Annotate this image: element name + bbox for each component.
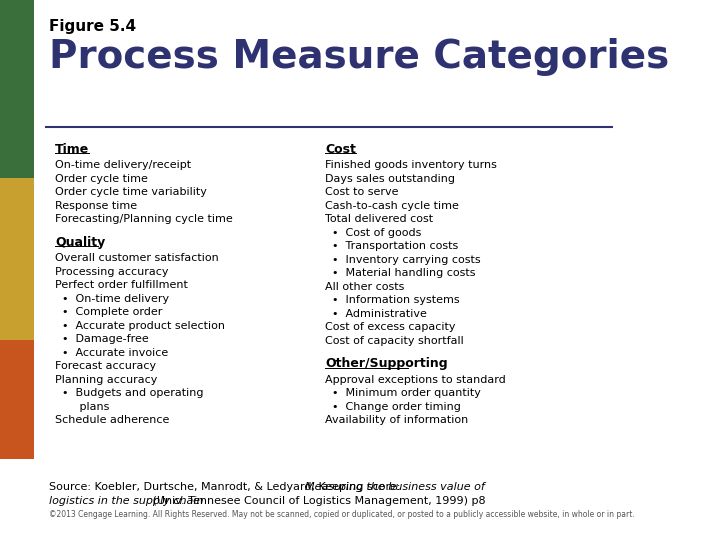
Text: plans: plans (55, 402, 109, 412)
Text: Finished goods inventory turns: Finished goods inventory turns (325, 160, 497, 171)
Text: logistics in the supply chain: logistics in the supply chain (49, 496, 204, 506)
Text: •  Inventory carrying costs: • Inventory carrying costs (325, 255, 480, 265)
Text: ©2013 Cengage Learning. All Rights Reserved. May not be scanned, copied or dupli: ©2013 Cengage Learning. All Rights Reser… (49, 510, 635, 519)
Text: Total delivered cost: Total delivered cost (325, 214, 433, 225)
Text: Forecast accuracy: Forecast accuracy (55, 361, 156, 372)
Text: •  Damage-free: • Damage-free (55, 334, 149, 345)
Text: •  Change order timing: • Change order timing (325, 402, 461, 412)
Text: Response time: Response time (55, 201, 138, 211)
Text: All other costs: All other costs (325, 282, 405, 292)
Text: Approval exceptions to standard: Approval exceptions to standard (325, 375, 505, 385)
Text: Cost of excess capacity: Cost of excess capacity (325, 322, 456, 333)
Text: Measuring the business value of: Measuring the business value of (305, 482, 485, 492)
Text: Other/Supporting: Other/Supporting (325, 357, 448, 370)
Text: •  Minimum order quantity: • Minimum order quantity (325, 388, 481, 399)
Text: •  Accurate product selection: • Accurate product selection (55, 321, 225, 331)
Text: Schedule adherence: Schedule adherence (55, 415, 169, 426)
Text: Order cycle time variability: Order cycle time variability (55, 187, 207, 198)
FancyBboxPatch shape (0, 0, 34, 178)
Text: Planning accuracy: Planning accuracy (55, 375, 158, 385)
Text: Process Measure Categories: Process Measure Categories (49, 38, 670, 76)
Text: Overall customer satisfaction: Overall customer satisfaction (55, 253, 219, 264)
FancyBboxPatch shape (0, 340, 34, 459)
Text: •  Accurate invoice: • Accurate invoice (55, 348, 168, 358)
Text: •  Cost of goods: • Cost of goods (325, 228, 421, 238)
Text: Figure 5.4: Figure 5.4 (49, 19, 136, 34)
Text: •  Budgets and operating: • Budgets and operating (55, 388, 204, 399)
Text: Perfect order fulfillment: Perfect order fulfillment (55, 280, 188, 291)
FancyBboxPatch shape (0, 178, 34, 340)
Text: Days sales outstanding: Days sales outstanding (325, 174, 455, 184)
Text: •  Complete order: • Complete order (55, 307, 163, 318)
Text: Quality: Quality (55, 236, 105, 249)
Text: On-time delivery/receipt: On-time delivery/receipt (55, 160, 192, 171)
Text: Order cycle time: Order cycle time (55, 174, 148, 184)
Text: Forecasting/Planning cycle time: Forecasting/Planning cycle time (55, 214, 233, 225)
Text: •  Administrative: • Administrative (325, 309, 427, 319)
Text: Processing accuracy: Processing accuracy (55, 267, 168, 277)
Text: •  On-time delivery: • On-time delivery (55, 294, 169, 304)
Text: •  Information systems: • Information systems (325, 295, 459, 306)
Text: Source: Koebler, Durtsche, Manrodt, & Ledyard, Keeping score:: Source: Koebler, Durtsche, Manrodt, & Le… (49, 482, 404, 492)
Text: Cost: Cost (325, 143, 356, 156)
Text: •  Material handling costs: • Material handling costs (325, 268, 475, 279)
Text: Availability of information: Availability of information (325, 415, 468, 426)
Text: (Univ. Tennesee Council of Logistics Management, 1999) p8: (Univ. Tennesee Council of Logistics Man… (149, 496, 485, 506)
Text: Time: Time (55, 143, 89, 156)
Text: •  Transportation costs: • Transportation costs (325, 241, 458, 252)
Text: Cost of capacity shortfall: Cost of capacity shortfall (325, 336, 464, 346)
Text: Cash-to-cash cycle time: Cash-to-cash cycle time (325, 201, 459, 211)
Text: Cost to serve: Cost to serve (325, 187, 398, 198)
